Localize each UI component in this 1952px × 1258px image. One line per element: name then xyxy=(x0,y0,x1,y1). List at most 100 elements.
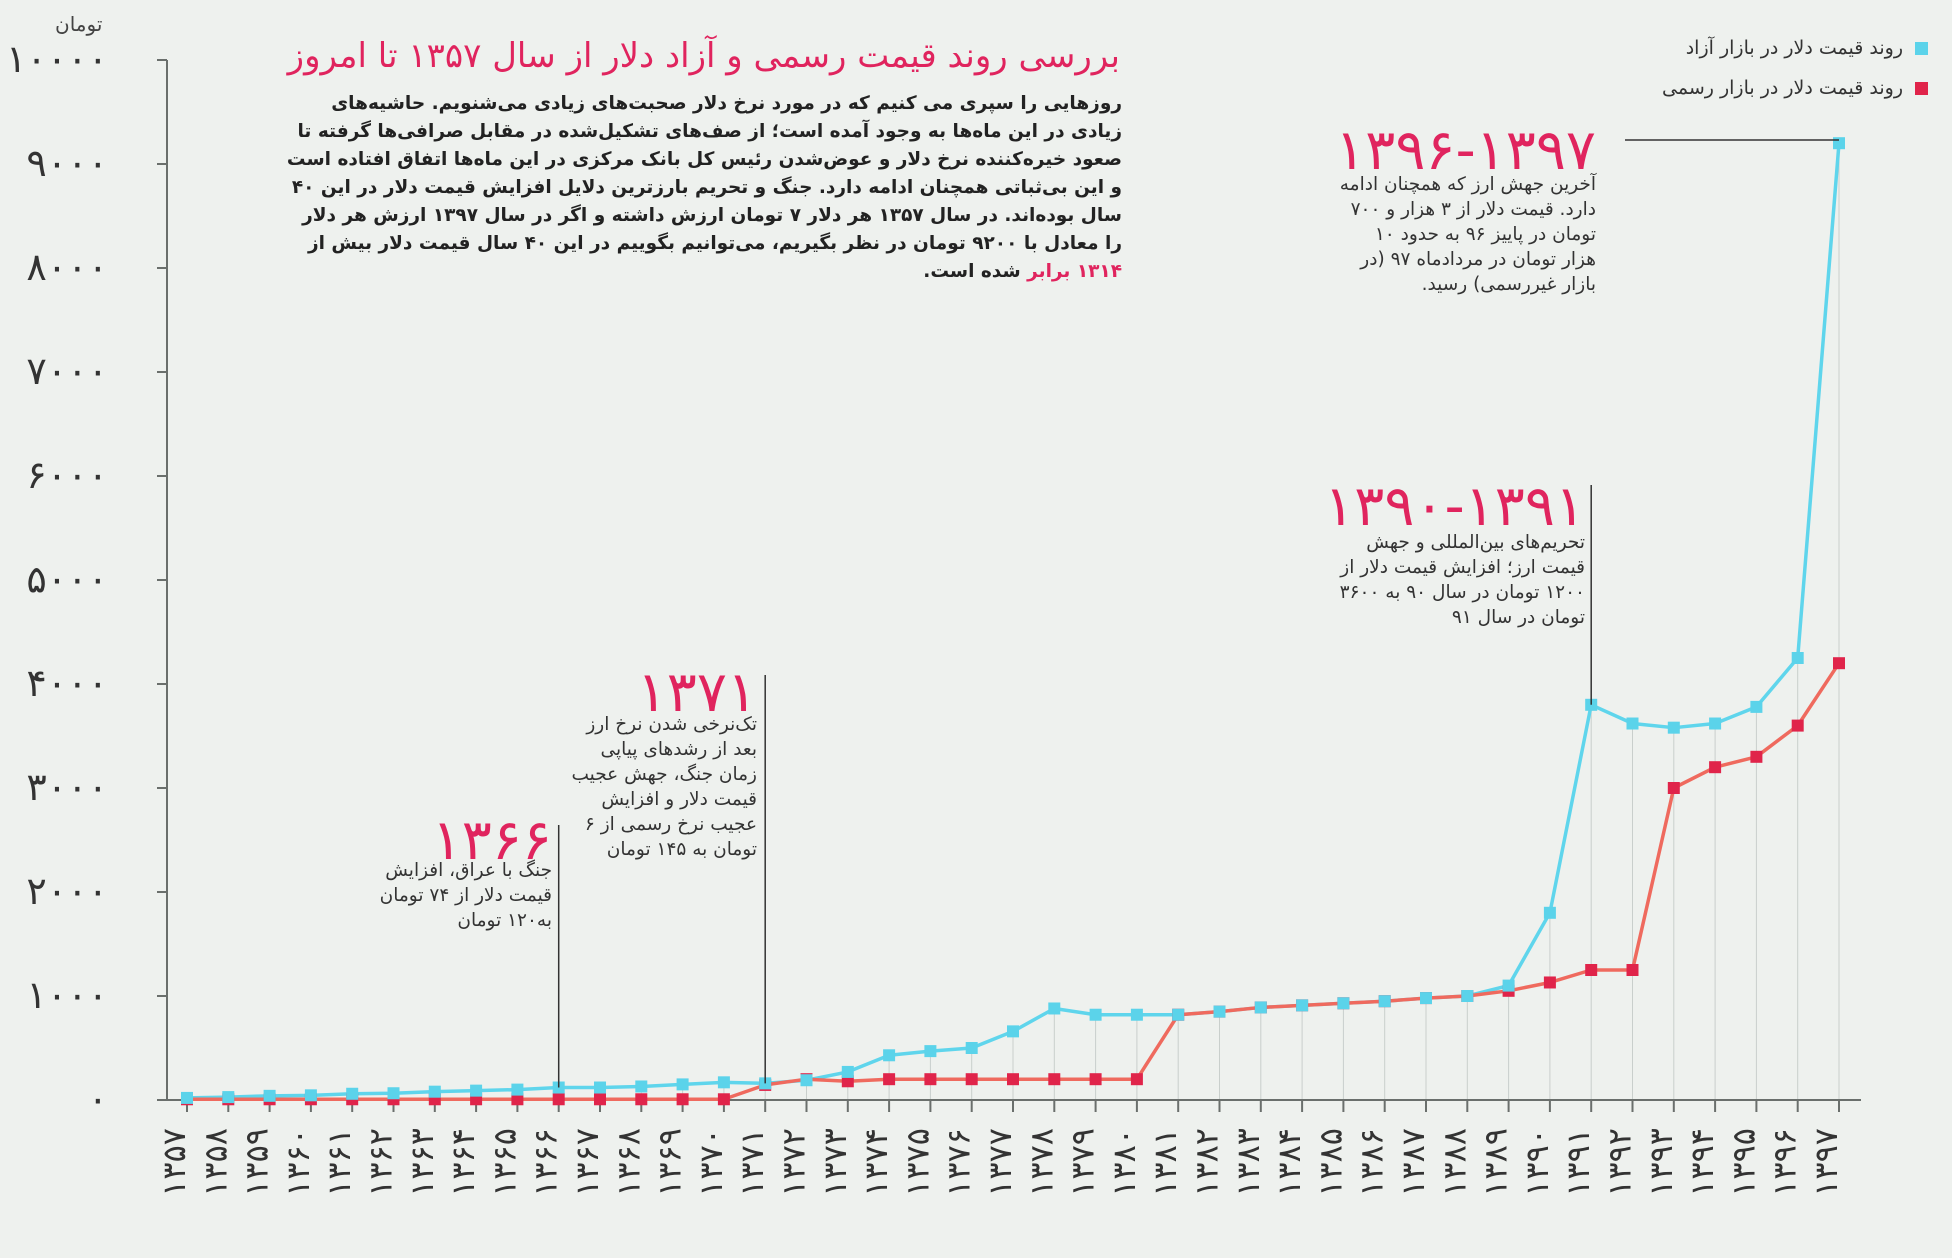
free-market-point xyxy=(1007,1025,1019,1038)
intro-text-end: شده است. xyxy=(923,261,1028,282)
x-tick-label: ۱۳۹۲ xyxy=(1601,1128,1639,1197)
free-market-point xyxy=(800,1074,813,1087)
annotation-text-1366: جنگ با عراق، افزایش قیمت دلار از ۷۴ توما… xyxy=(379,860,552,931)
x-tick-label: ۱۳۸۶ xyxy=(1353,1128,1391,1197)
y-tick-label: ۱۰۰۰ xyxy=(26,973,108,1017)
x-tick-label: ۱۳۵۸ xyxy=(196,1128,234,1197)
x-tick-label: ۱۳۷۹ xyxy=(1064,1128,1102,1197)
y-tick-label: ۱۰۰۰۰ xyxy=(6,37,108,81)
free-market-point xyxy=(1337,997,1350,1010)
official-market-point xyxy=(1667,782,1680,794)
intro-highlight: ۱۳۱۴ برابر xyxy=(1027,261,1122,282)
x-tick-label: ۱۳۶۹ xyxy=(651,1128,689,1197)
free-market-point xyxy=(1296,999,1309,1012)
x-tick-label: ۱۳۹۷ xyxy=(1807,1128,1845,1197)
free-market-point xyxy=(965,1042,978,1054)
x-tick-label: ۱۳۹۰ xyxy=(1518,1128,1556,1197)
x-tick-label: ۱۳۵۹ xyxy=(238,1128,276,1197)
free-market-point xyxy=(924,1045,937,1058)
y-tick-labels: ۰ ۱۰۰۰ ۲۰۰۰ ۳۰۰۰ ۴۰۰۰ ۵۰۰۰ ۶۰۰۰ ۷۰۰۰ ۸۰۰۰ ۹۰۰۰ ۱۰۰… xyxy=(6,37,108,1121)
official-market-point xyxy=(635,1093,648,1106)
x-tick-label: ۱۳۶۷ xyxy=(568,1128,606,1197)
official-market-point xyxy=(1007,1073,1019,1086)
free-market-point xyxy=(181,1091,193,1104)
y-tick-label: ۶۰۰۰ xyxy=(26,453,108,497)
x-tick-label: ۱۳۸۸ xyxy=(1435,1128,1473,1197)
free-market-point xyxy=(635,1080,648,1093)
free-market-point xyxy=(511,1083,524,1096)
free-market-point xyxy=(1048,1002,1061,1015)
x-tick-label: ۱۳۶۸ xyxy=(609,1128,647,1197)
official-market-point xyxy=(924,1073,937,1086)
annotation-text-1371: تک‌نرخی شدن نرخ ارز بعد از رشدهای پیاپی … xyxy=(571,714,757,860)
official-market-point xyxy=(1543,976,1556,989)
free-market-point xyxy=(1213,1005,1226,1018)
x-tick-label: ۱۳۸۱ xyxy=(1146,1128,1184,1197)
x-tick-label: ۱۳۸۳ xyxy=(1229,1128,1267,1197)
x-tick-label: ۱۳۸۵ xyxy=(1311,1128,1349,1197)
x-tick-label: ۱۳۸۴ xyxy=(1270,1128,1308,1197)
y-unit-label: تومان xyxy=(55,12,103,36)
official-market-point xyxy=(965,1073,978,1086)
series-points xyxy=(181,137,1845,1106)
free-market-point xyxy=(1172,1008,1185,1021)
x-tick-label: ۱۳۷۲ xyxy=(775,1128,813,1197)
official-market-point xyxy=(552,1093,565,1106)
x-tick-label: ۱۳۶۴ xyxy=(444,1128,482,1197)
chart-title: بررسی روند قیمت رسمی و آزاد دلار از سال … xyxy=(287,36,1120,76)
x-tick-label: ۱۳۵۷ xyxy=(155,1128,193,1197)
free-market-point xyxy=(1378,995,1391,1008)
intro-text: روزهایی را سپری می کنیم که در مورد نرخ د… xyxy=(286,93,1122,254)
annotation-year-1390-1391: ۱۳۹۰-۱۳۹۱ xyxy=(1324,474,1585,539)
annotation-year-1396-1397: ۱۳۹۶-۱۳۹۷ xyxy=(1335,118,1596,183)
official-market-point xyxy=(1750,750,1763,763)
y-tick-label: ۸۰۰۰ xyxy=(26,245,108,289)
x-tick-label: ۱۳۷۱ xyxy=(733,1128,771,1197)
y-tick-label: ۳۰۰۰ xyxy=(26,765,108,809)
x-tick-label: ۱۳۶۵ xyxy=(485,1128,523,1197)
free-market-point xyxy=(1461,990,1474,1002)
official-market-point xyxy=(1585,964,1598,976)
free-market-point xyxy=(387,1087,400,1100)
grid-lines xyxy=(186,143,1840,1100)
y-tick-label: ۲۰۰۰ xyxy=(26,869,108,913)
x-tick-label: ۱۳۹۴ xyxy=(1683,1128,1721,1197)
x-tick-label: ۱۳۷۴ xyxy=(857,1128,895,1197)
free-market-point xyxy=(1791,652,1804,664)
free-market-point xyxy=(594,1081,606,1094)
free-market-point xyxy=(676,1078,689,1091)
free-market-point xyxy=(1254,1001,1267,1014)
official-market-point xyxy=(1709,761,1722,774)
free-market-point xyxy=(1089,1008,1102,1021)
y-tick-label: ۵۰۰۰ xyxy=(26,557,108,601)
legend-label-free-market: روند قیمت دلار در بازار آزاد xyxy=(1685,37,1903,59)
official-market-point xyxy=(1833,657,1845,670)
free-market-point xyxy=(1626,717,1639,730)
x-tick-label: ۱۳۶۲ xyxy=(362,1128,400,1197)
official-market-point xyxy=(1130,1073,1143,1086)
official-market-point xyxy=(883,1073,896,1086)
free-market-point xyxy=(841,1065,854,1078)
x-tick-label: ۱۳۶۶ xyxy=(527,1128,565,1197)
x-tick-label: ۱۳۹۵ xyxy=(1724,1128,1762,1197)
free-market-point xyxy=(428,1085,441,1098)
free-market-point xyxy=(346,1087,359,1100)
free-market-point xyxy=(1667,721,1680,734)
annotation-text-1396-1397: آخرین جهش ارز که همچنان ادامه دارد. قیمت… xyxy=(1339,174,1596,295)
x-tick-label: ۱۳۶۰ xyxy=(279,1128,317,1197)
x-tick-label: ۱۳۹۳ xyxy=(1642,1128,1680,1197)
official-market-point xyxy=(1089,1073,1102,1086)
official-market-point xyxy=(511,1093,524,1106)
official-market-point xyxy=(841,1075,854,1088)
legend: روند قیمت دلار در بازار آزاد روند قیمت د… xyxy=(1662,28,1928,108)
free-market-point xyxy=(304,1089,317,1102)
official-market-point xyxy=(676,1093,689,1106)
free-market-point xyxy=(263,1089,276,1102)
y-tick-label: ۹۰۰۰ xyxy=(26,141,108,185)
legend-item-free-market: روند قیمت دلار در بازار آزاد xyxy=(1662,28,1928,68)
x-tick-label: ۱۳۶۳ xyxy=(403,1128,441,1197)
x-tick-label: ۱۳۷۸ xyxy=(1022,1128,1060,1197)
free-market-point xyxy=(222,1091,235,1104)
y-tick-label: ۷۰۰۰ xyxy=(26,349,108,393)
